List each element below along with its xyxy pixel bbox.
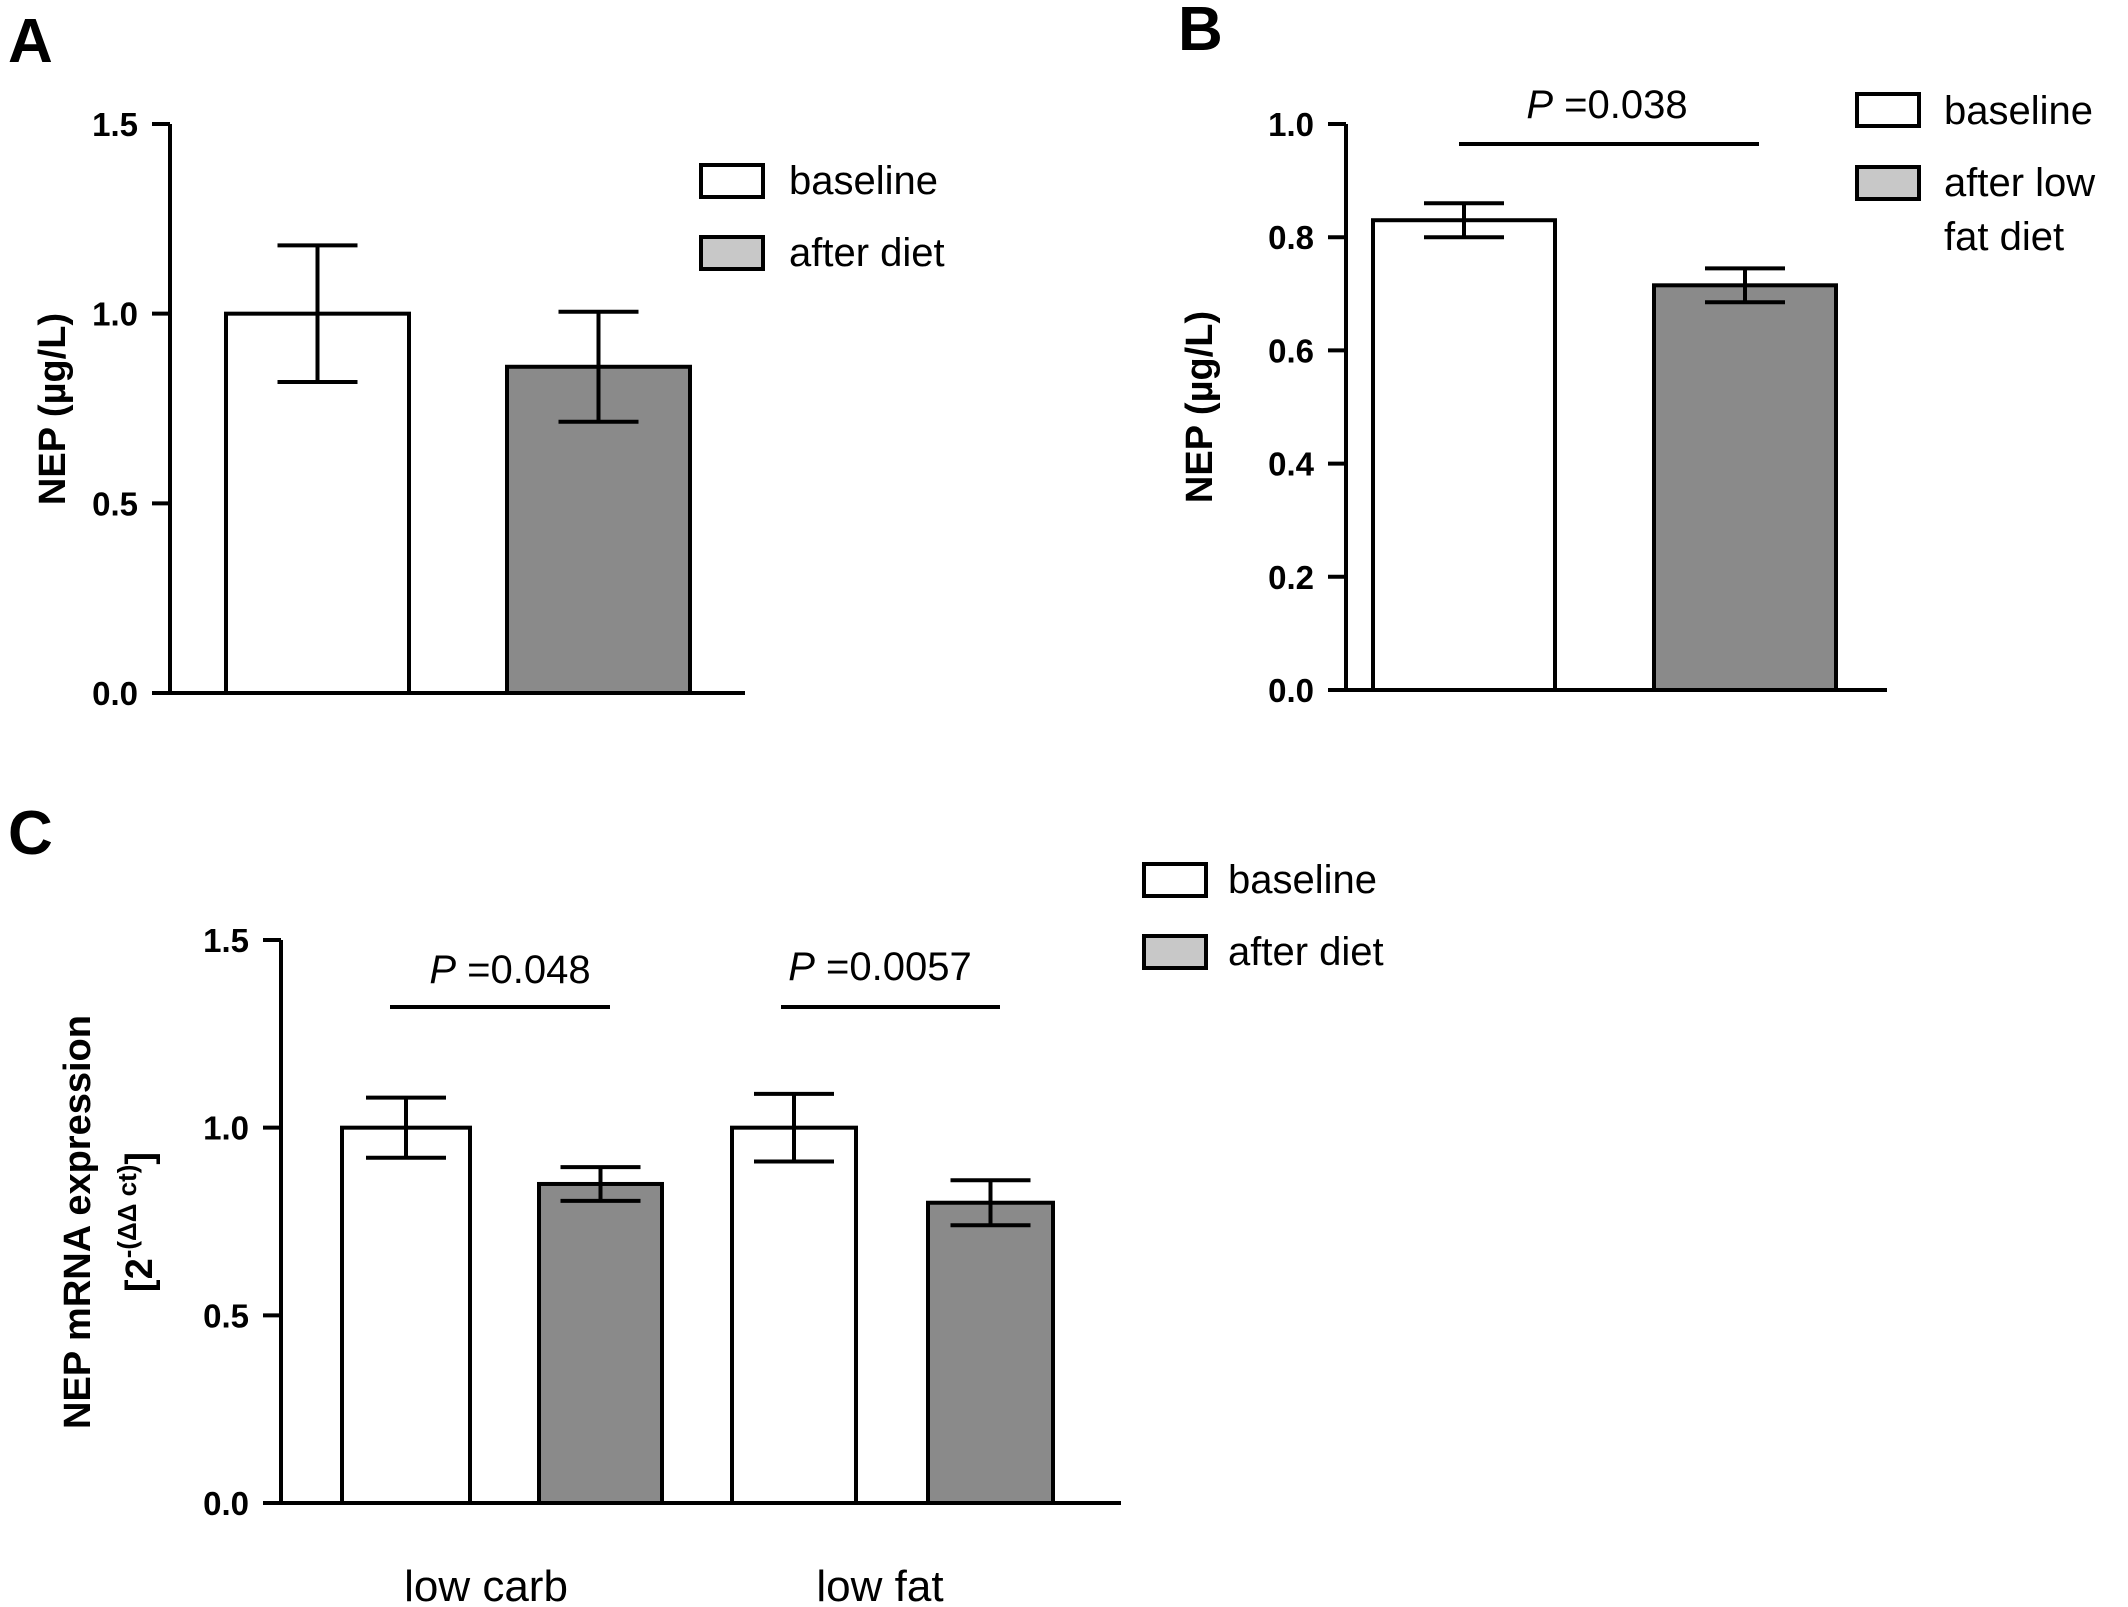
a-legend: baseline after diet (699, 159, 945, 275)
c-p-value-low-carb: P =0.048 (429, 948, 590, 992)
c-category-label: low carb (404, 1562, 568, 1607)
panel-b: B 0.0 0.2 0.4 0.6 0.8 1.0 NEP (µg/L) P =0.038… (1178, 0, 2095, 709)
c-significance-low-fat: P =0.0057 (781, 945, 1000, 1009)
a-legend-label-baseline: baseline (789, 159, 938, 203)
a-legend-swatch-baseline (699, 163, 765, 199)
b-legend-label-after-2: fat diet (1944, 215, 2064, 259)
b-y-tick-label: 0.8 (1268, 219, 1314, 256)
c-bar-after (926, 1200, 1055, 1505)
panel-c: C 0.0 0.5 1.0 1.5 NEP mRNA expression [2-(Δ… (8, 799, 1384, 1607)
b-y-axis-label: NEP (µg/L) (1179, 311, 1221, 503)
b-significance: P =0.038 (1459, 83, 1759, 146)
c-y-tick-label: 0.5 (203, 1297, 249, 1334)
panel-letter-b: B (1178, 0, 1223, 64)
c-y-axis-label-line1: NEP mRNA expression (57, 1015, 99, 1429)
c-y-axis-label-line2: [2-(ΔΔ ct)] (112, 1152, 161, 1292)
c-legend-swatch-after (1142, 934, 1208, 970)
b-legend-label-after-1: after low (1944, 161, 2095, 205)
b-y-tick-label: 0.2 (1268, 559, 1314, 596)
b-y-tick-label: 0.4 (1268, 446, 1315, 483)
a-y-axis-label: NEP (µg/L) (32, 313, 74, 505)
c-legend: baseline after diet (1142, 858, 1384, 974)
b-y-tick-label: 0.0 (1268, 672, 1314, 709)
c-p-value-low-fat: P =0.0057 (788, 945, 972, 989)
c-y-tick-label: 1.5 (203, 922, 249, 959)
panel-a: A 0.0 0.5 1.0 1.5 NEP (µg/L) baseline after… (8, 7, 945, 712)
a-legend-label-after: after diet (789, 231, 945, 275)
a-y-tick-label: 0.5 (92, 485, 138, 522)
c-y-tick-label: 0.0 (203, 1485, 249, 1522)
c-bar-after (537, 1181, 664, 1505)
panel-letter-c: C (8, 799, 53, 868)
b-legend-label-baseline: baseline (1944, 89, 2093, 133)
b-bar-after (1652, 283, 1838, 692)
b-legend-swatch-after (1855, 165, 1921, 201)
a-legend-swatch-after (699, 235, 765, 271)
c-y-tick-label: 1.0 (203, 1110, 249, 1147)
b-p-value: P =0.038 (1526, 83, 1687, 127)
c-significance-low-carb: P =0.048 (390, 948, 610, 1009)
a-y-tick-label: 1.5 (92, 106, 138, 143)
panel-letter-a: A (8, 7, 53, 76)
b-legend: baseline after low fat diet (1855, 89, 2095, 259)
c-legend-label-baseline: baseline (1228, 858, 1377, 902)
b-y-tick-label: 0.6 (1268, 332, 1314, 369)
c-bar-baseline (340, 1125, 472, 1505)
b-y-tick-label: 1.0 (1268, 106, 1314, 143)
a-y-tick-label: 0.0 (92, 675, 138, 712)
c-category-label: low fat (816, 1562, 943, 1607)
c-legend-swatch-baseline (1142, 862, 1208, 898)
c-bar-baseline (730, 1125, 858, 1505)
b-legend-swatch-baseline (1855, 92, 1921, 128)
b-bar-baseline (1371, 218, 1557, 692)
c-legend-label-after: after diet (1228, 930, 1384, 974)
a-y-tick-label: 1.0 (92, 296, 138, 333)
